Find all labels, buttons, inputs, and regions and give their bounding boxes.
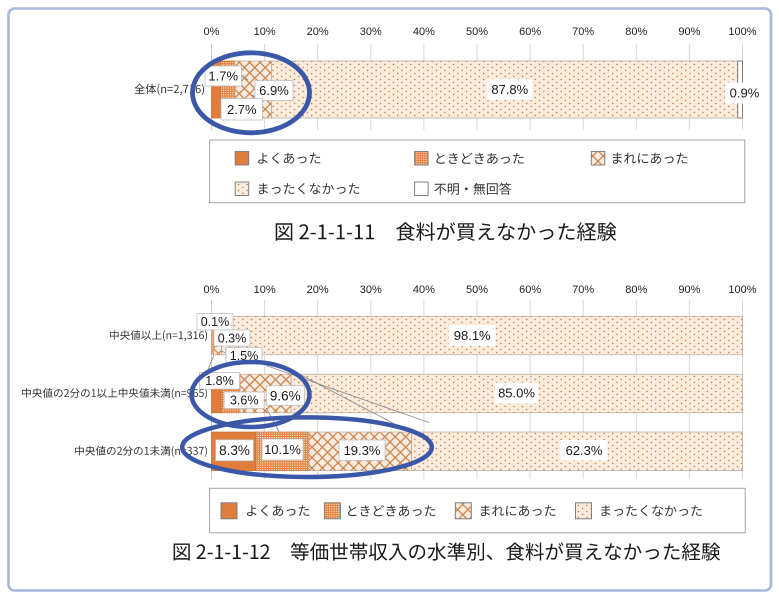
svg-text:0%: 0% — [204, 284, 220, 296]
svg-text:62.3%: 62.3% — [566, 443, 603, 458]
svg-text:40%: 40% — [413, 284, 435, 296]
svg-text:10.1%: 10.1% — [264, 442, 301, 457]
svg-text:40%: 40% — [413, 26, 435, 38]
svg-text:60%: 60% — [519, 26, 541, 38]
svg-text:0%: 0% — [204, 26, 220, 38]
svg-text:80%: 80% — [625, 284, 647, 296]
svg-text:8.3%: 8.3% — [219, 443, 250, 458]
svg-text:20%: 20% — [307, 284, 329, 296]
svg-text:0.3%: 0.3% — [218, 331, 247, 345]
svg-text:30%: 30% — [360, 26, 382, 38]
svg-text:98.1%: 98.1% — [454, 328, 491, 343]
svg-text:9.6%: 9.6% — [270, 388, 301, 403]
svg-text:87.8%: 87.8% — [491, 82, 528, 97]
svg-text:30%: 30% — [360, 284, 382, 296]
svg-text:0.9%: 0.9% — [730, 86, 760, 101]
svg-text:60%: 60% — [519, 284, 541, 296]
svg-text:10%: 10% — [254, 26, 276, 38]
svg-text:20%: 20% — [307, 26, 329, 38]
svg-text:1.8%: 1.8% — [205, 374, 234, 388]
svg-text:50%: 50% — [466, 284, 488, 296]
svg-text:50%: 50% — [466, 26, 488, 38]
svg-text:10%: 10% — [254, 284, 276, 296]
svg-text:90%: 90% — [678, 26, 700, 38]
svg-text:0.1%: 0.1% — [201, 315, 230, 329]
svg-text:80%: 80% — [625, 26, 647, 38]
svg-text:100%: 100% — [728, 26, 756, 38]
svg-text:3.6%: 3.6% — [230, 394, 259, 408]
svg-text:1.5%: 1.5% — [230, 349, 259, 363]
svg-text:1.7%: 1.7% — [208, 69, 238, 84]
svg-text:85.0%: 85.0% — [498, 386, 535, 401]
svg-text:90%: 90% — [678, 284, 700, 296]
svg-text:100%: 100% — [728, 284, 756, 296]
svg-text:2.7%: 2.7% — [227, 102, 257, 117]
svg-text:70%: 70% — [572, 26, 594, 38]
svg-text:70%: 70% — [572, 284, 594, 296]
svg-text:6.9%: 6.9% — [259, 83, 289, 98]
svg-text:19.3%: 19.3% — [344, 443, 381, 458]
